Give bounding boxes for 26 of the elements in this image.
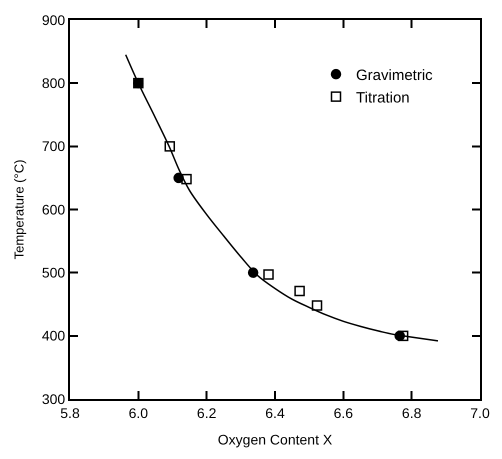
point	[164, 141, 176, 152]
x-tick-label: 7.0	[470, 404, 490, 421]
x-tick-label: 6.8	[402, 404, 422, 421]
legend-label: Gravimetric	[356, 67, 434, 84]
y-tick-label: 800	[42, 75, 66, 92]
x-tick-label: 6.2	[196, 404, 217, 421]
point	[398, 330, 408, 342]
point	[181, 174, 192, 184]
point	[312, 300, 322, 311]
legend-label: Titration	[356, 90, 410, 106]
point	[294, 286, 305, 296]
y-tick-label: 400	[42, 328, 66, 344]
x-tick-label: 6.6	[334, 404, 354, 421]
y-axis-title: Temperature (°C)	[11, 160, 26, 260]
y-tick-label: 500	[42, 264, 66, 281]
x-axis-title: Oxygen Content X	[218, 432, 333, 448]
y-tick-label: 600	[42, 201, 66, 218]
y-tick-label: 300	[42, 390, 66, 407]
point	[248, 267, 258, 278]
x-tick-label: 6.0	[128, 404, 148, 421]
x-tick-label: 6.4	[265, 404, 285, 421]
x-tick-label: 5.8	[60, 404, 80, 421]
y-tick-label: 700	[42, 138, 66, 154]
y-tick-label: 900	[42, 12, 66, 28]
point	[263, 269, 274, 280]
line-series	[124, 54, 439, 342]
